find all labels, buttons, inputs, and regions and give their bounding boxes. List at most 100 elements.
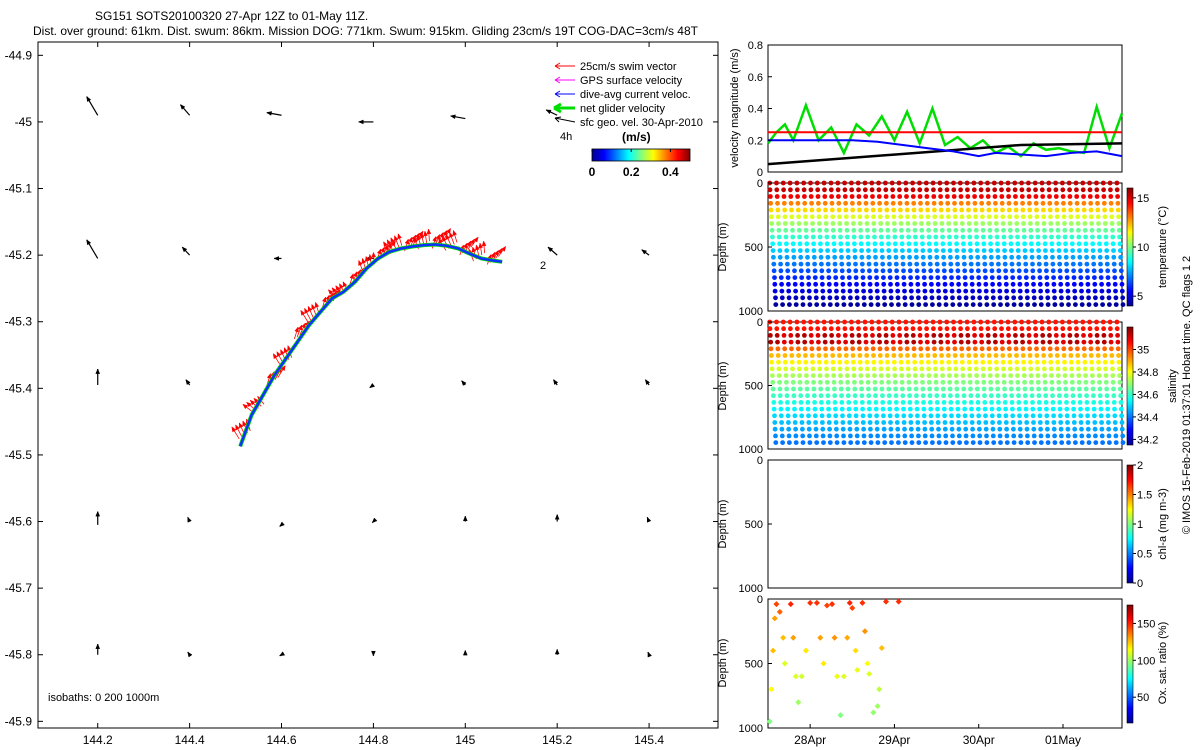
profile-point — [845, 248, 851, 254]
profile-point — [973, 353, 978, 358]
swim-vector-head — [426, 228, 432, 235]
swim-vector-head — [442, 235, 447, 242]
profile-point — [945, 194, 950, 199]
profile-point — [1037, 413, 1043, 419]
profile-point — [1060, 180, 1065, 186]
profile-point — [1021, 227, 1027, 233]
profile-point — [1040, 339, 1046, 345]
profile-point — [958, 194, 964, 199]
profile-point — [788, 333, 794, 338]
profile-point — [938, 333, 943, 338]
map-y-ticks: -44.9-45-45.1-45.2-45.3-45.4-45.5-45.6-4… — [5, 48, 718, 728]
profile-point — [883, 333, 889, 338]
geo-vector-head — [273, 256, 280, 261]
profile-point — [1030, 406, 1036, 412]
profile-point — [980, 359, 986, 365]
profile-point — [1045, 433, 1051, 439]
profile-point — [1010, 413, 1016, 419]
profile-point — [908, 413, 913, 419]
profile-point — [1090, 241, 1096, 247]
profile-point — [1051, 426, 1057, 432]
profile-point — [963, 281, 968, 287]
profile-point — [1018, 440, 1024, 445]
profile-point — [1064, 400, 1069, 405]
profile-point — [829, 200, 835, 206]
profile-point — [1004, 426, 1009, 432]
profile-point — [919, 227, 925, 233]
profile-point — [1000, 214, 1006, 220]
profile-point — [866, 248, 871, 254]
profile-point — [875, 433, 880, 439]
profile-point — [1061, 200, 1066, 206]
profile-point — [856, 333, 862, 338]
profile-point — [917, 333, 923, 338]
profile-point — [1118, 400, 1124, 405]
profile-point — [1013, 333, 1018, 338]
profile-point — [935, 275, 941, 280]
profile-point — [934, 400, 940, 405]
profile-point — [925, 221, 931, 226]
profile-point — [1082, 214, 1087, 220]
oxygen-point — [781, 660, 788, 667]
profile-point — [945, 207, 951, 213]
profile-point — [1022, 386, 1028, 392]
profile-point — [881, 420, 887, 425]
profile-point — [779, 295, 785, 301]
profile-point — [851, 227, 857, 233]
profile-point — [1041, 346, 1046, 352]
profile-point — [966, 221, 972, 226]
profile-point — [1029, 393, 1035, 399]
profile-point — [932, 221, 938, 226]
profile-point — [1102, 207, 1107, 213]
colorbar-tick-label: 150 — [1137, 618, 1155, 630]
swim-vector — [272, 353, 281, 366]
profile-point — [937, 319, 943, 325]
profile-point — [859, 248, 864, 254]
profile-point — [811, 248, 817, 254]
profile-point — [1034, 221, 1040, 226]
profile-point — [1036, 248, 1041, 254]
map-axes-frame — [37, 41, 719, 729]
geo-vector-head — [187, 651, 193, 658]
profile-point — [1034, 214, 1040, 220]
profile-point — [788, 339, 794, 345]
profile-point — [995, 379, 1000, 385]
velocity-y-tick-label: 0.2 — [748, 135, 763, 147]
profile-point — [803, 353, 808, 358]
profile-point — [959, 214, 965, 220]
legend-net-label: net glider velocity — [580, 103, 665, 115]
profile-point — [968, 386, 973, 392]
profile-point — [799, 281, 805, 287]
time-x-tick-label: 29Apr — [878, 733, 910, 747]
swim-vector — [231, 426, 240, 440]
profile-point — [843, 353, 849, 358]
oxygen-clabel: Ox. sat. ratio (%) — [1157, 622, 1169, 705]
swim-vector-head — [358, 259, 363, 266]
profile-point — [905, 221, 911, 226]
swim-vector — [498, 245, 507, 257]
profile-point — [814, 302, 820, 307]
profile-point — [1097, 393, 1103, 399]
profile-point — [804, 248, 810, 254]
profile-point — [1112, 281, 1118, 287]
profile-point — [1074, 200, 1080, 206]
profile-point — [924, 333, 930, 338]
profile-point — [969, 420, 975, 425]
profile-point — [853, 261, 858, 267]
profile-point — [870, 207, 876, 213]
profile-point — [943, 433, 949, 439]
profile-point — [926, 227, 931, 233]
swim-vector-head — [438, 237, 444, 244]
profile-point — [1115, 207, 1121, 213]
profile-point — [947, 373, 952, 378]
profile-point — [1070, 393, 1076, 399]
profile-point — [979, 333, 984, 338]
profile-point — [914, 400, 920, 405]
profile-point — [1052, 302, 1058, 307]
profile-point — [941, 261, 947, 267]
profile-point — [1112, 268, 1117, 274]
profile-point — [1063, 386, 1069, 392]
profile-point — [777, 379, 782, 385]
profile-point — [844, 359, 849, 365]
map-y-tick-label: -45.8 — [5, 648, 33, 662]
